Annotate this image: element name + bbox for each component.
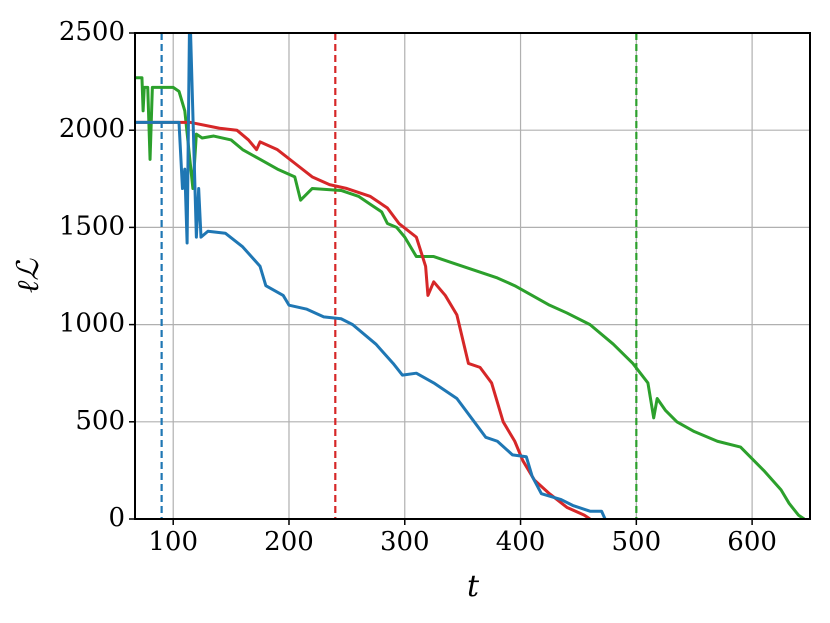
y-tick-label: 500 (75, 406, 125, 436)
y-tick-label: 2000 (59, 114, 125, 144)
line (135, 33, 607, 519)
y-tick-label: 1500 (59, 211, 125, 241)
line (135, 120, 591, 519)
y-tick-label: 0 (108, 503, 125, 533)
line (135, 76, 806, 519)
x-tick-label: 400 (496, 527, 546, 557)
x-tick-label: 100 (148, 527, 198, 557)
x-tick-label: 500 (612, 527, 662, 557)
x-axis-label: t (467, 569, 480, 604)
x-tick-label: 600 (727, 527, 777, 557)
plot-frame (134, 32, 811, 520)
x-tick-label: 300 (380, 527, 430, 557)
y-axis-label: ℓℒ (11, 258, 46, 293)
y-tick-label: 1000 (59, 309, 125, 339)
y-tick-label: 2500 (59, 17, 125, 47)
x-tick-label: 200 (264, 527, 314, 557)
